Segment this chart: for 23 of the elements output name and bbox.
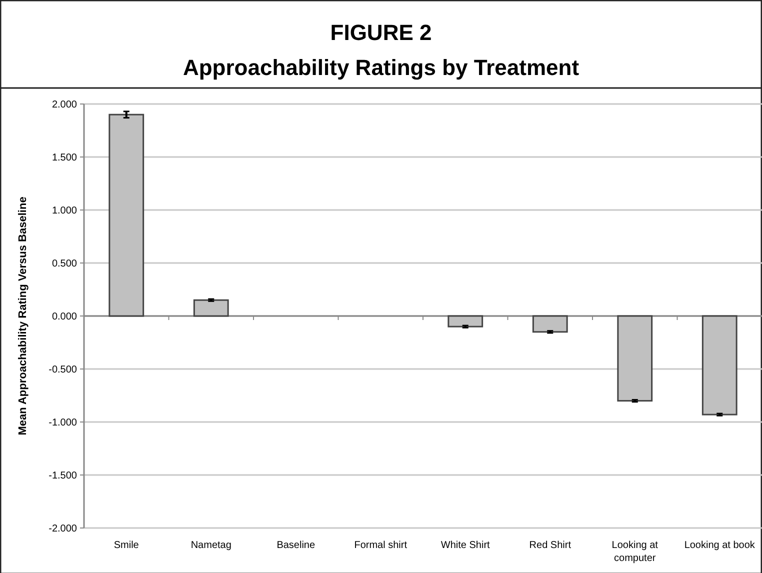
bar: [193, 299, 229, 317]
x-tick-label: Red Shirt: [529, 540, 572, 551]
y-tick-label: 0.500: [52, 258, 78, 270]
y-tick-label: -1.000: [48, 418, 78, 428]
x-tick-label: Formal shirt: [354, 540, 408, 551]
y-tick-label: -2.000: [48, 524, 78, 534]
y-tick-label: 0.000: [52, 312, 78, 322]
y-tick-label: 1.500: [52, 152, 78, 164]
x-tick-label: Looking at book: [684, 540, 756, 551]
x-tick-label: Nametag: [190, 540, 232, 551]
chart-title: FIGURE 2: [330, 20, 432, 45]
x-tick-label: White Shirt: [440, 540, 490, 551]
y-tick-label: -1.500: [48, 470, 78, 482]
bar: [448, 315, 484, 328]
x-tick-label: Baseline: [276, 540, 316, 551]
y-axis-title: Mean Approachability Rating Versus Baseline: [17, 196, 29, 436]
x-tick-label: Looking at computer: [612, 540, 658, 564]
y-tick-label: 2.000: [52, 100, 78, 110]
x-tick-label: Smile: [114, 540, 140, 551]
chart-subtitle: Approachability Ratings by Treatment: [182, 55, 580, 80]
y-tick-label: -0.500: [48, 364, 78, 376]
y-tick-label: 1.000: [52, 206, 78, 216]
bar: [532, 315, 568, 333]
